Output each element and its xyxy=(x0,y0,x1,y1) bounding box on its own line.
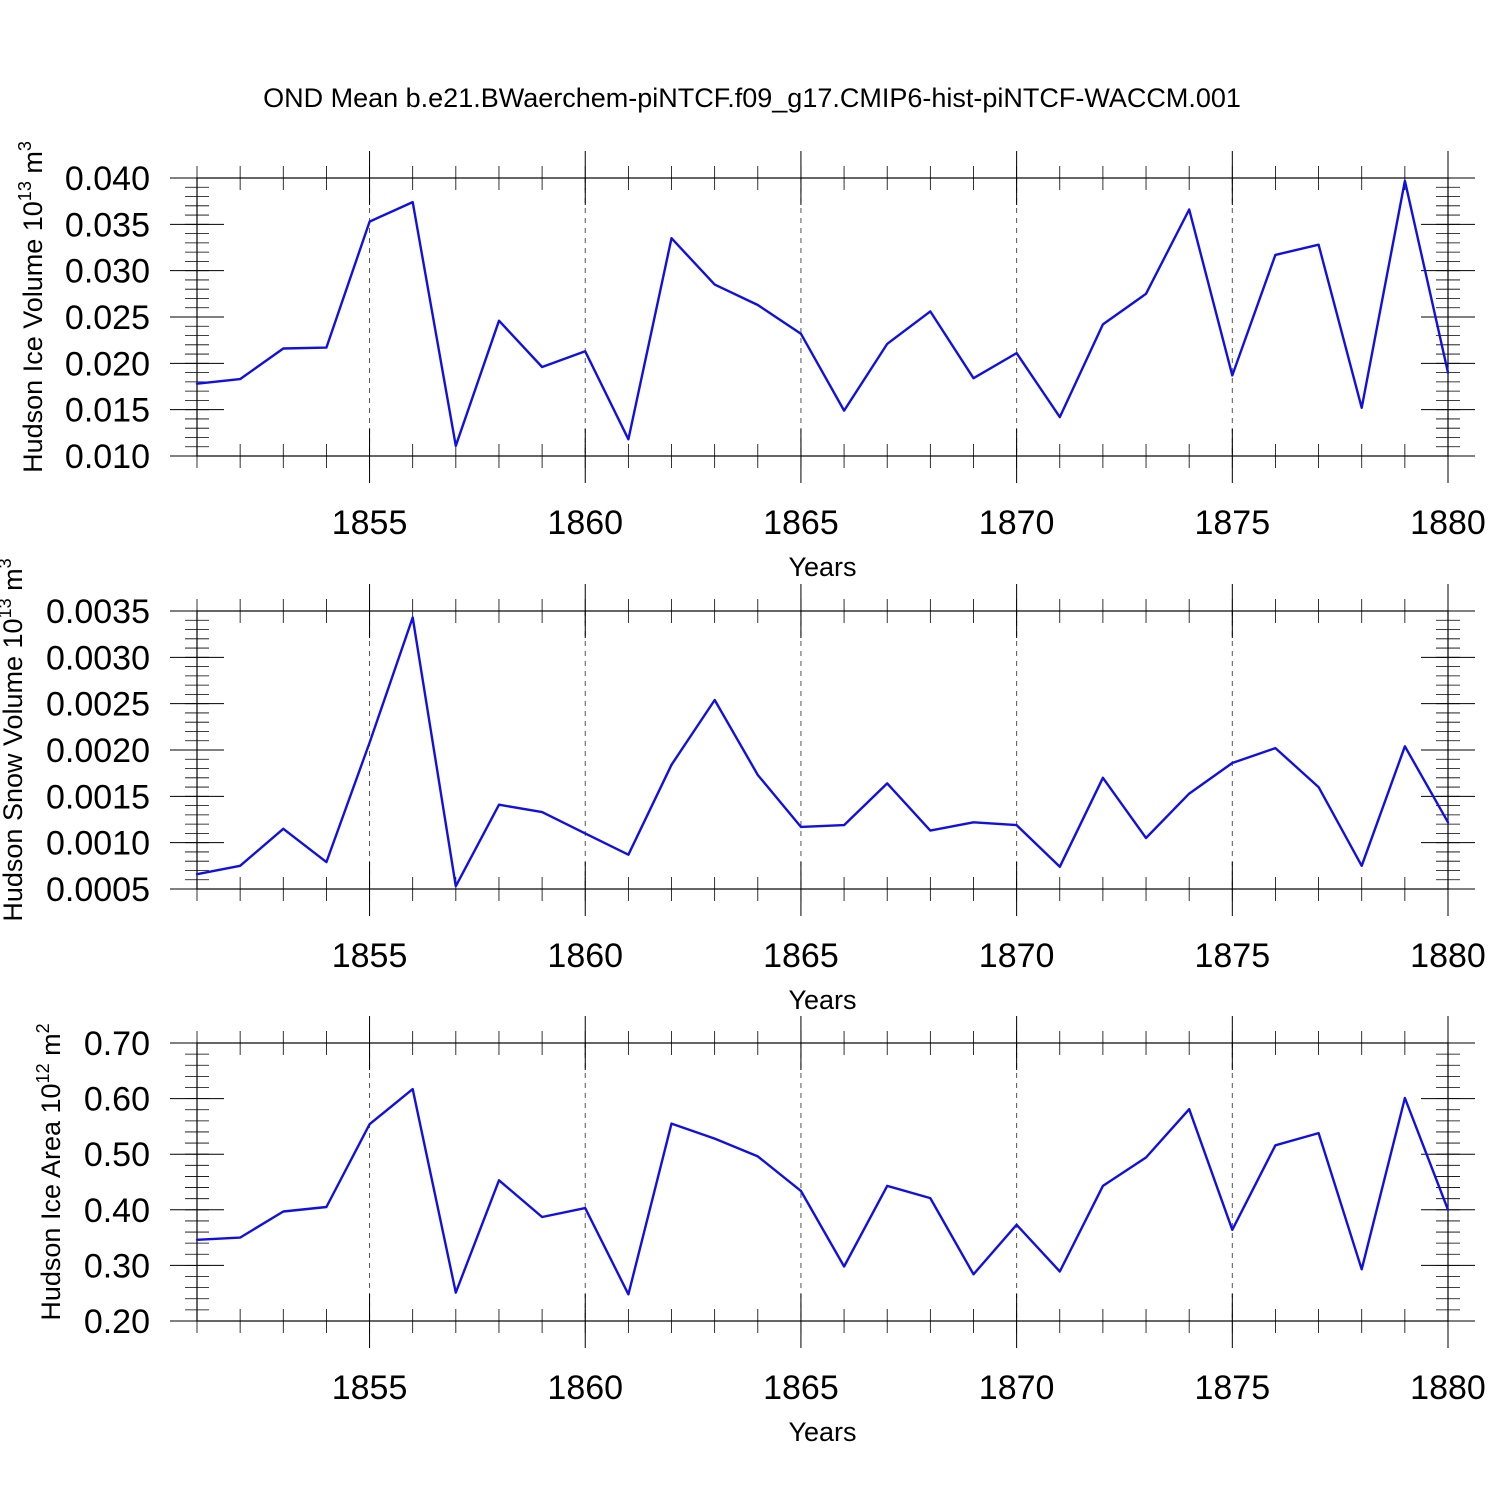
panels: 1855 1860 1865 1870 1875 1880 Years 0.010 0.015 0… xyxy=(0,141,1486,1447)
y-tick-label: 0.030 xyxy=(65,253,150,291)
y-axis-label: Hudson Ice Area 1012 m2 xyxy=(33,1023,66,1320)
x-tick-label: 1880 xyxy=(1410,937,1486,975)
y-axis-label-text: Hudson Ice Area 10 xyxy=(36,1083,66,1320)
y-axis-label-unit-exponent: 3 xyxy=(0,558,15,568)
y-tick-label: 0.0010 xyxy=(46,825,150,863)
y-axis-label: Hudson Ice Volume 1013 m3 xyxy=(15,141,48,473)
y-tick-label: 0.035 xyxy=(65,206,150,244)
x-axis-label: Years xyxy=(788,1417,856,1447)
x-tick-label: 1855 xyxy=(332,1369,408,1407)
y-tick-label: 0.0005 xyxy=(46,871,150,909)
y-axis-label-text: Hudson Snow Volume 10 xyxy=(0,618,28,921)
x-tick-label: 1860 xyxy=(547,1369,623,1407)
y-tick-label: 0.0025 xyxy=(46,686,150,724)
y-tick-label: 0.0030 xyxy=(46,639,150,677)
y-tick-label: 0.60 xyxy=(84,1081,150,1119)
y-axis-label-unit-exponent: 2 xyxy=(33,1023,53,1033)
y-tick-label: 0.020 xyxy=(65,345,150,383)
chart-panel-1: 1855 1860 1865 1870 1875 1880 Years 0.010 0.015 0… xyxy=(15,141,1486,582)
x-tick-label: 1855 xyxy=(332,504,408,542)
x-tick-label: 1875 xyxy=(1194,937,1270,975)
series-line xyxy=(195,616,1450,888)
x-tick-label: 1875 xyxy=(1194,504,1270,542)
y-tick-label: 0.50 xyxy=(84,1136,150,1174)
y-tick-label: 0.010 xyxy=(65,438,150,476)
x-axis-label: Years xyxy=(788,552,856,582)
x-tick-label: 1865 xyxy=(763,504,839,542)
y-axis-label-text: Hudson Ice Volume 10 xyxy=(18,201,48,473)
x-axis-label: Years xyxy=(788,985,856,1015)
x-tick-label: 1860 xyxy=(547,504,623,542)
x-tick-label: 1880 xyxy=(1410,504,1486,542)
x-tick-label: 1870 xyxy=(979,1369,1055,1407)
y-tick-label: 0.025 xyxy=(65,299,150,337)
y-axis-label-unit: m xyxy=(0,568,28,598)
plot-frame xyxy=(196,177,1449,457)
y-tick-label: 0.40 xyxy=(84,1192,150,1230)
y-tick-label: 0.0020 xyxy=(46,732,150,770)
x-tick-label: 1855 xyxy=(332,937,408,975)
x-tick-label: 1860 xyxy=(547,937,623,975)
x-tick-label: 1870 xyxy=(979,937,1055,975)
x-tick-label: 1870 xyxy=(979,504,1055,542)
y-tick-label: 0.0035 xyxy=(46,593,150,631)
chart-panel-3: 1855 1860 1865 1870 1875 1880 Years 0.20 0.30 0.4… xyxy=(33,1016,1486,1447)
y-tick-label: 0.0015 xyxy=(46,778,150,816)
chart-panel-2: 1855 1860 1865 1870 1875 1880 Years 0.0005 0.001… xyxy=(0,558,1486,1015)
plot-frame xyxy=(196,610,1449,890)
x-tick-label: 1880 xyxy=(1410,1369,1486,1407)
x-tick-label: 1865 xyxy=(763,937,839,975)
y-axis-label-exponent: 13 xyxy=(15,181,35,201)
y-axis-label-unit: m xyxy=(36,1033,66,1063)
series-line xyxy=(195,1087,1450,1296)
y-tick-label: 0.20 xyxy=(84,1303,150,1341)
y-axis-label-exponent: 13 xyxy=(0,598,15,618)
x-tick-label: 1865 xyxy=(763,1369,839,1407)
y-tick-label: 0.015 xyxy=(65,392,150,430)
y-tick-label: 0.70 xyxy=(84,1025,150,1063)
y-tick-label: 0.30 xyxy=(84,1247,150,1285)
y-tick-label: 0.040 xyxy=(65,160,150,198)
chart-title: OND Mean b.e21.BWaerchem-piNTCF.f09_g17.… xyxy=(263,83,1241,113)
y-axis-label-unit: m xyxy=(18,151,48,181)
y-axis-label: Hudson Snow Volume 1013 m3 xyxy=(0,558,28,921)
y-axis-label-exponent: 12 xyxy=(33,1063,53,1083)
series-line xyxy=(195,179,1450,447)
plot-frame xyxy=(196,1042,1449,1322)
y-axis-label-unit-exponent: 3 xyxy=(15,141,35,151)
x-tick-label: 1875 xyxy=(1194,1369,1270,1407)
